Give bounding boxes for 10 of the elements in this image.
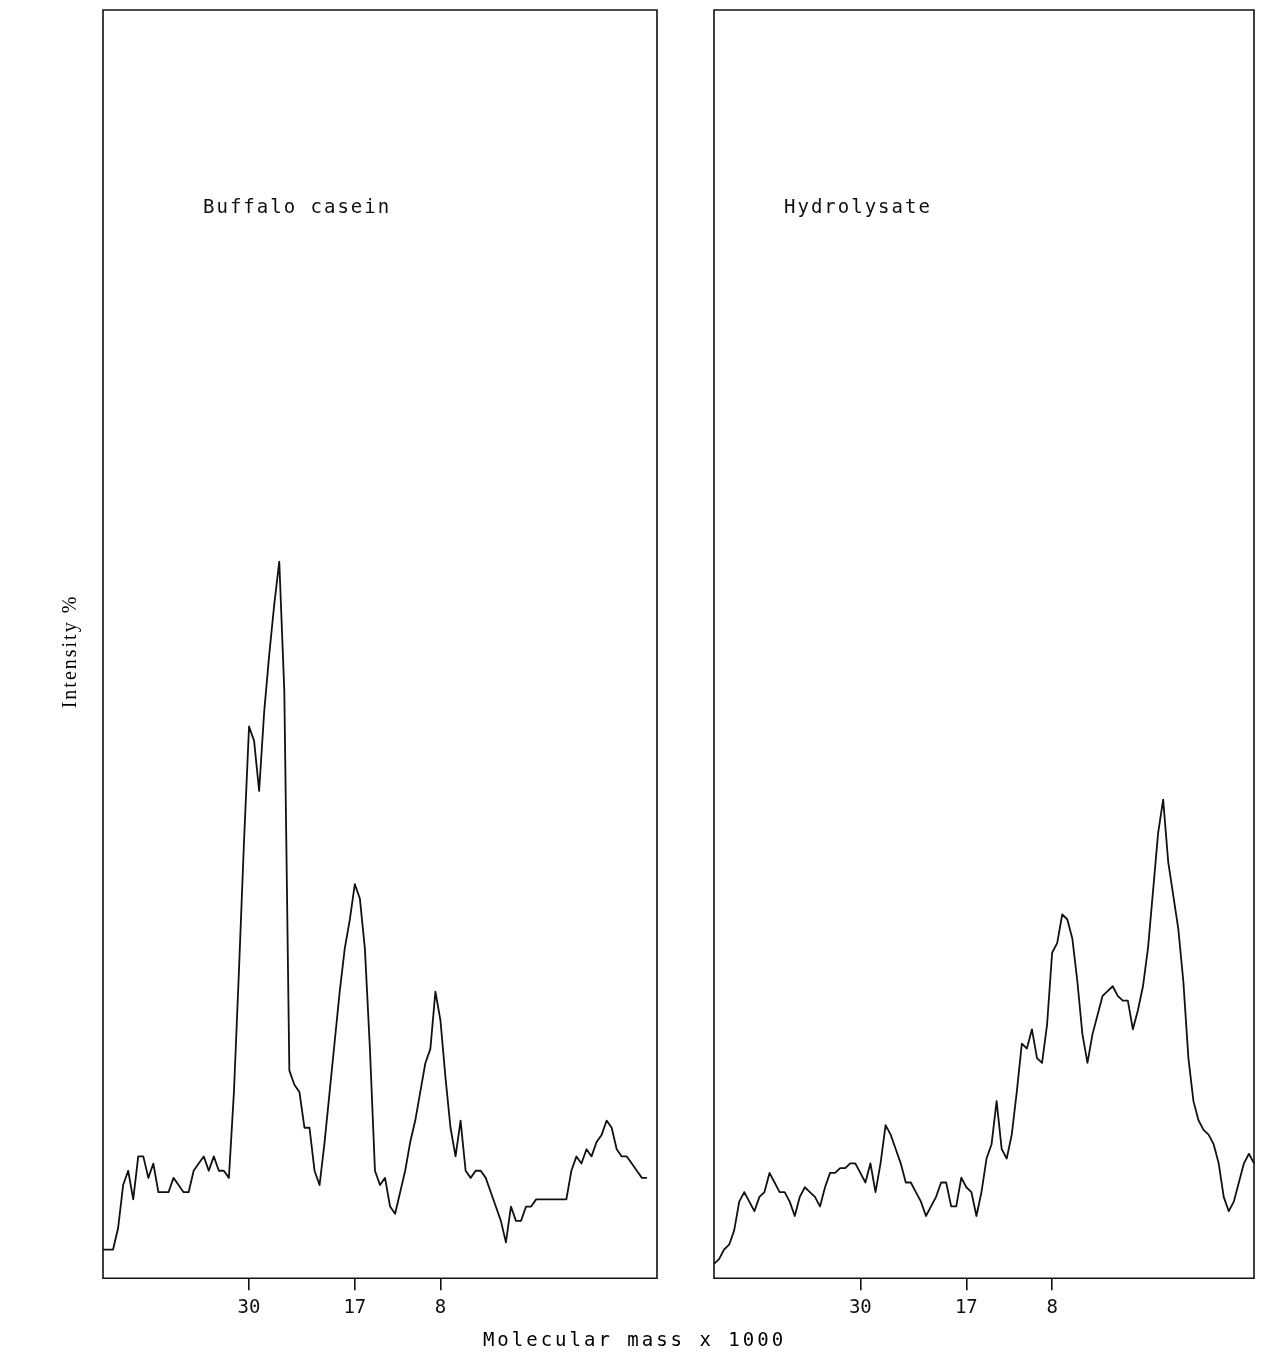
y-axis-title: Intensity % xyxy=(57,594,81,709)
x-axis-title: Molecular mass x 1000 xyxy=(481,1328,788,1350)
x-tick-label: 8 xyxy=(434,1294,447,1317)
x-tick-label: 30 xyxy=(237,1294,261,1317)
chart-title: Buffalo casein xyxy=(203,194,392,217)
x-tick-label: 30 xyxy=(848,1294,872,1317)
x-tick-label: 17 xyxy=(343,1294,367,1317)
x-tick-label: 17 xyxy=(954,1294,978,1317)
x-tick-label: 8 xyxy=(1046,1294,1058,1317)
chart-title: Hydrolysate xyxy=(784,194,932,217)
